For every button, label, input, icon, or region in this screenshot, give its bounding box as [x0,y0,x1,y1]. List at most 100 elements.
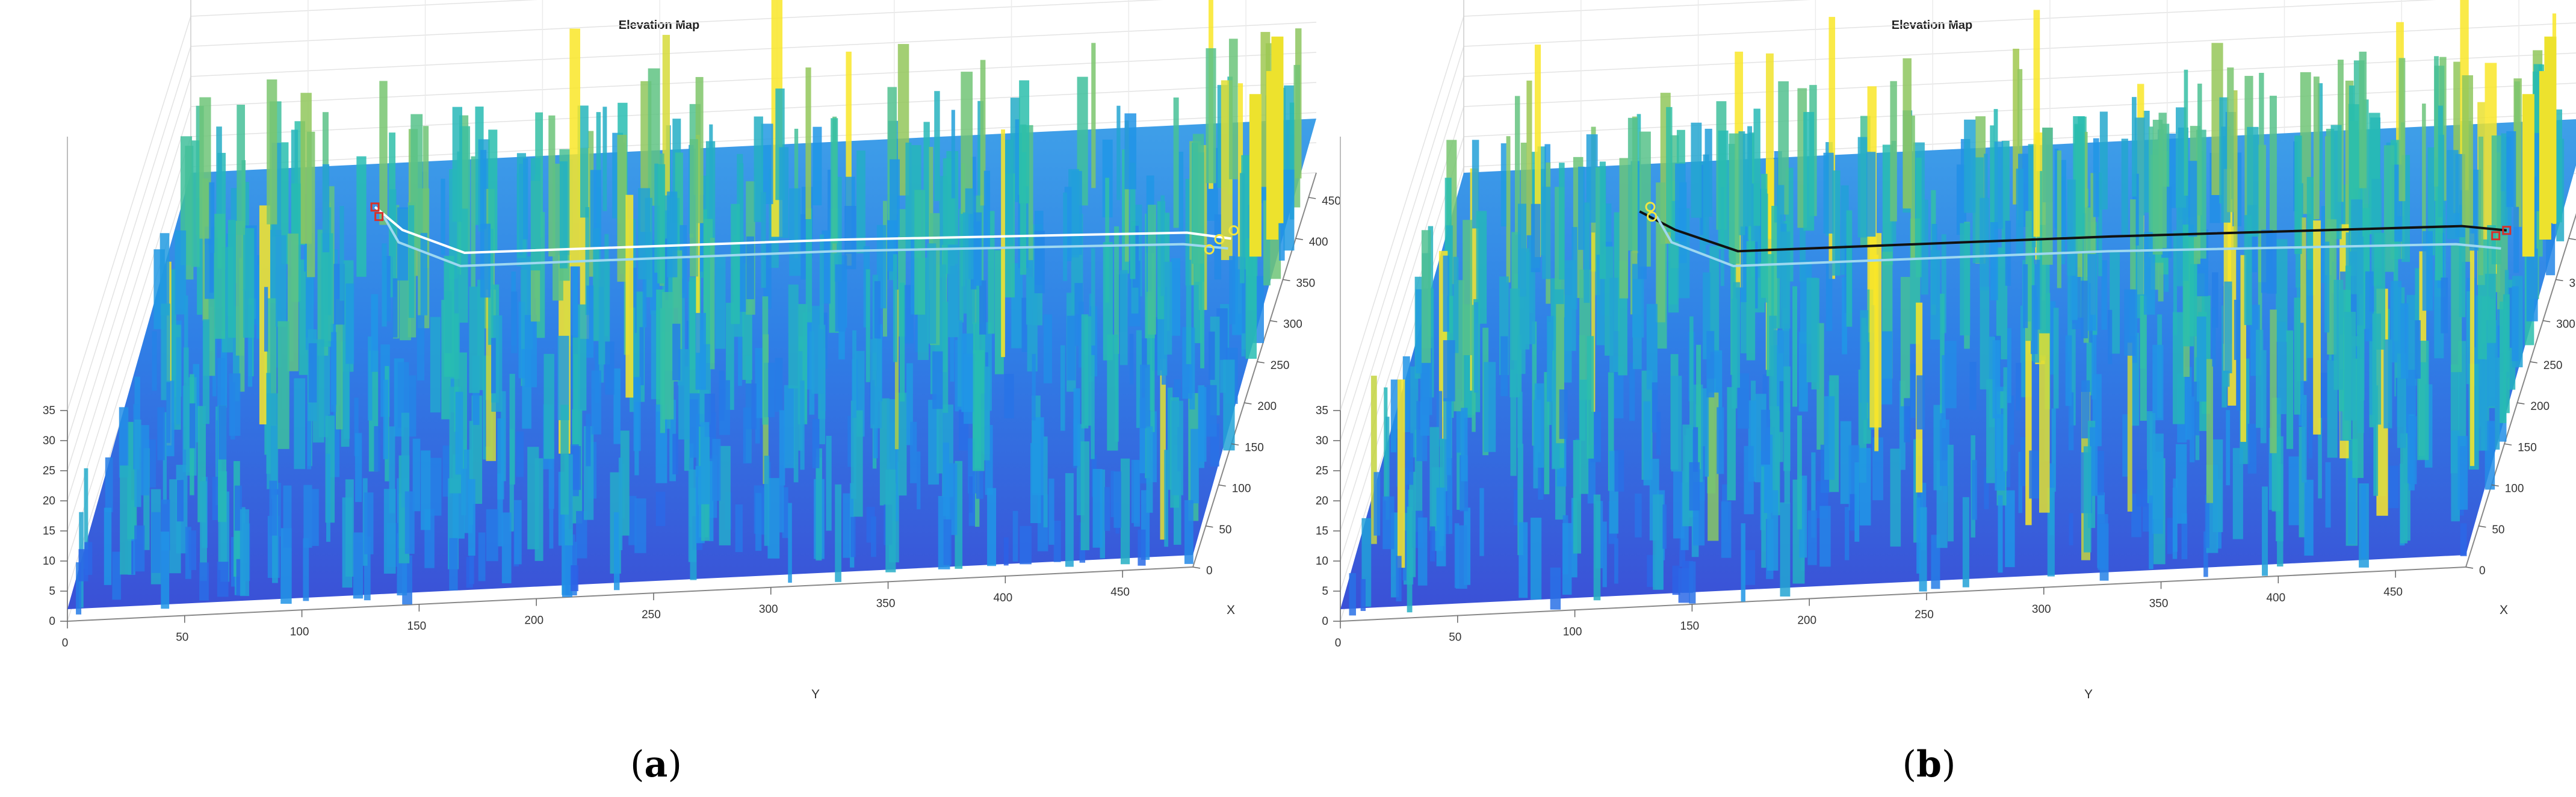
surface-column [1706,330,1715,398]
surface-column [1034,231,1045,294]
surface-column [1587,336,1594,459]
surface-column [695,312,706,390]
surface-column [856,150,865,253]
surface-column [1643,401,1651,486]
surface-column [1001,129,1005,358]
surface-column [2324,241,2330,333]
surface-column [844,206,856,270]
surface-column [1811,452,1816,538]
surface-column [1124,113,1136,190]
surface-column [308,343,317,403]
surface-column [586,414,591,467]
surface-column [831,118,838,244]
surface-column [1717,407,1724,474]
surface-column [408,205,415,318]
surface-column [2398,58,2406,202]
surface-column [1880,331,1892,405]
surface-column [2526,248,2538,321]
surface-column [1436,488,1446,566]
surface-column [401,412,409,508]
surface-column [1783,366,1791,471]
surface-column [1080,441,1089,551]
surface-column [527,447,539,550]
surface-column [1942,355,1946,429]
surface-column [444,256,454,377]
surface-column [1091,355,1095,459]
y-tick-label: 400 [993,592,1012,604]
surface-column [746,236,754,300]
surface-column [1904,398,1911,442]
y-axis-label: Y [2084,687,2093,701]
surface-column [1030,442,1041,524]
surface-column [1916,375,1925,430]
surface-column [1910,116,1915,260]
surface-column [441,178,445,255]
surface-column [850,516,856,557]
surface-column [1608,372,1614,491]
surface-column [1700,164,1704,235]
surface-column [1534,383,1544,468]
y-tick-label: 300 [2032,603,2051,616]
z-tick-label: 0 [1322,615,1328,628]
surface-column [159,233,170,316]
surface-column [2101,260,2107,330]
surface-column [1995,414,2005,491]
surface-column [1629,362,1635,421]
surface-column [1113,471,1121,528]
x-tick-label: 100 [2505,483,2524,495]
waypoint-marker [1228,225,1239,236]
surface-column [468,479,475,556]
surface-column [2487,225,2496,343]
surface-column [874,281,881,339]
x-tick [2504,443,2512,446]
surface-column [2400,433,2408,544]
surface-column [524,315,537,388]
surface-column [1386,417,1390,520]
surface-column [1446,401,1452,476]
surface-column [2034,259,2042,330]
surface-column [2172,488,2178,559]
surface-column [983,170,991,248]
surface-column [1754,241,1758,309]
surface-column [1859,448,1871,526]
waypoint-marker [370,202,380,212]
x-tick [2568,238,2576,240]
surface-column [571,534,575,582]
surface-column [1619,158,1629,299]
surface-column [1691,122,1702,218]
x-tick [1295,238,1303,240]
surface-column [2270,309,2277,453]
surface-column [910,421,917,483]
y-tick-label: 350 [876,597,896,610]
surface-column [979,280,986,335]
surface-column [2534,132,2542,211]
surface-column [1517,444,1523,556]
surface-column [336,299,343,430]
surface-column [1136,330,1142,428]
surface-column [1015,119,1020,202]
surface-peak [2522,94,2534,257]
surface-column [1200,244,1204,368]
surface-column [950,310,955,382]
surface-column [2149,495,2153,569]
surface-column [715,255,726,349]
surface-column [412,438,421,512]
surface-column [755,493,762,551]
gridline [1340,106,1464,501]
surface-column [1994,141,2004,229]
surface-column [1160,359,1166,540]
surface-column [1562,523,1572,595]
gridline [67,106,191,501]
surface-column [1599,161,1606,279]
x-tick [1283,279,1290,282]
surface-column [2294,297,2300,415]
z-tick-label: 5 [49,585,55,598]
surface-column [1709,246,1720,352]
surface-column [2196,316,2206,402]
x-tick [2491,484,2499,487]
surface-column [1718,130,1729,249]
surface-column [1627,117,1638,251]
surface-column [1653,494,1664,590]
x-tick [1308,197,1316,199]
surface-column [2391,281,2402,363]
